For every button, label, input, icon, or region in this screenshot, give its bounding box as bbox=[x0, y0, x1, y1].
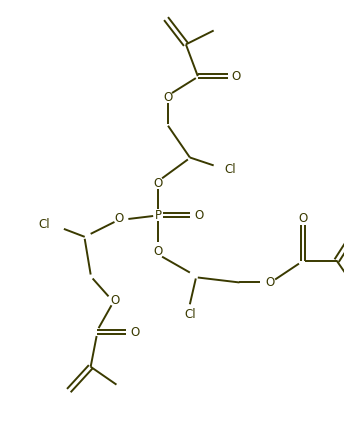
Text: O: O bbox=[115, 213, 124, 226]
Text: P: P bbox=[155, 209, 161, 222]
Text: O: O bbox=[164, 91, 172, 104]
Text: Cl: Cl bbox=[225, 163, 236, 176]
Text: O: O bbox=[131, 326, 140, 339]
Text: O: O bbox=[154, 177, 163, 190]
Text: O: O bbox=[111, 294, 120, 307]
Text: O: O bbox=[154, 245, 163, 258]
Text: O: O bbox=[266, 276, 275, 289]
Text: Cl: Cl bbox=[184, 308, 196, 321]
Text: O: O bbox=[298, 213, 307, 226]
Text: O: O bbox=[194, 209, 204, 222]
Text: Cl: Cl bbox=[38, 218, 50, 231]
Text: O: O bbox=[232, 70, 241, 83]
